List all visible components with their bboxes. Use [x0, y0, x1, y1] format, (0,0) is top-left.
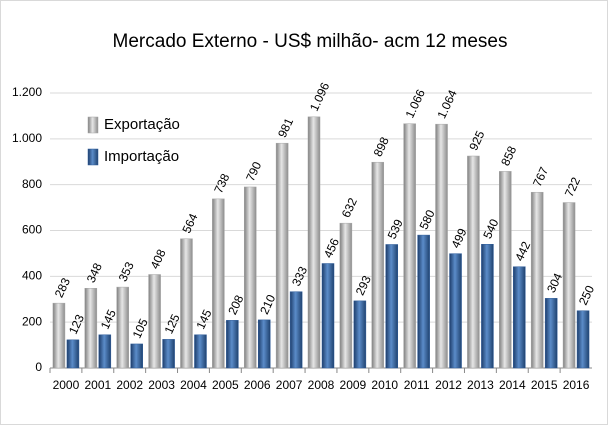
x-tick-label: 2012: [435, 378, 462, 392]
x-tick-label: 2013: [467, 378, 494, 392]
bar: [467, 155, 480, 369]
bar: [576, 310, 590, 369]
bar: [212, 198, 225, 369]
legend-label: Importação: [104, 148, 179, 165]
bar: [321, 263, 335, 369]
bar: [98, 334, 112, 369]
x-tick-label: 2014: [499, 378, 526, 392]
bar: [530, 191, 544, 369]
y-tick-label: 400: [22, 269, 42, 283]
x-tick-label: 2004: [180, 378, 207, 392]
y-tick-label: 1.200: [12, 85, 42, 99]
x-tick-label: 2015: [531, 378, 558, 392]
x-tick-label: 2011: [404, 378, 430, 392]
x-tick-label: 2001: [84, 378, 111, 392]
x-tick-label: 2007: [276, 378, 303, 392]
y-tick-label: 600: [22, 223, 42, 237]
bar: [513, 266, 526, 369]
bar: [194, 334, 207, 369]
bar: [116, 286, 129, 369]
bar: [353, 300, 367, 369]
x-tick-label: 2003: [148, 378, 175, 392]
bar: [385, 244, 399, 369]
bar: [481, 244, 494, 369]
bar: [339, 222, 353, 369]
legend-label: Exportação: [104, 116, 180, 133]
x-tick-label: 2000: [53, 378, 80, 392]
bar: [66, 339, 80, 369]
y-tick-label: 200: [22, 314, 42, 328]
bar: [403, 123, 416, 369]
bar: [371, 161, 385, 369]
bar: [243, 186, 257, 369]
x-tick-label: 2002: [116, 378, 143, 392]
bar: [275, 142, 289, 369]
y-tick-label: 0: [35, 360, 42, 374]
bar: [435, 123, 448, 369]
bar: [307, 116, 321, 369]
bar: [257, 319, 271, 369]
bar: [162, 339, 175, 369]
legend-swatch: [87, 148, 99, 166]
chart-title: Mercado Externo - US$ milhão- acm 12 mes…: [113, 31, 508, 52]
bar: [130, 343, 143, 369]
x-tick-label: 2016: [563, 378, 590, 392]
bar: [148, 274, 161, 369]
bar: [417, 234, 430, 369]
bar: [562, 202, 576, 369]
bar: [84, 288, 98, 369]
x-tick-label: 2006: [244, 378, 271, 392]
bar: [544, 298, 558, 369]
y-tick-label: 1.000: [12, 131, 42, 145]
x-tick-label: 2010: [371, 378, 398, 392]
x-tick-label: 2008: [308, 378, 335, 392]
bar: [52, 302, 66, 369]
bar: [180, 238, 193, 369]
bar: [449, 253, 462, 369]
x-tick-label: 2005: [212, 378, 239, 392]
y-tick-label: 800: [22, 177, 42, 191]
bar: [289, 291, 303, 369]
bar: [226, 320, 239, 369]
bar: [499, 171, 512, 369]
x-tick-label: 2009: [340, 378, 367, 392]
legend-swatch: [87, 116, 99, 134]
